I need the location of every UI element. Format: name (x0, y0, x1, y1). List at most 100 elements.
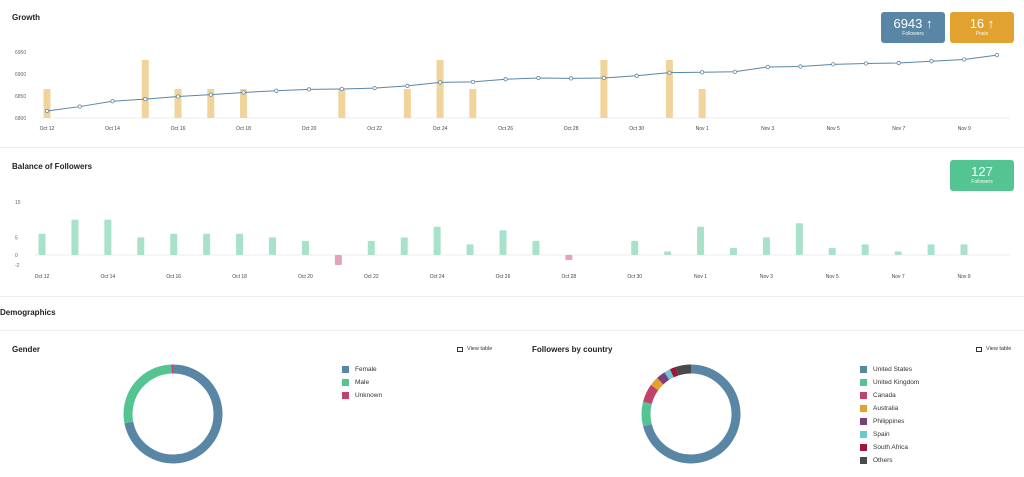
followers-point (929, 59, 934, 64)
posts-bar (174, 89, 182, 118)
balance-bar-negative (565, 255, 573, 260)
donut-slice (643, 384, 659, 405)
followers-point (667, 70, 672, 75)
balance-bar (203, 233, 211, 255)
donut-slice (123, 364, 172, 424)
y-tick-label: 6950 (15, 50, 26, 56)
followers-point (306, 87, 312, 92)
legend-label: Canada (873, 392, 896, 399)
gender-view-table-button[interactable]: View table (457, 346, 492, 352)
country-title: Followers by country (532, 345, 613, 354)
growth-chart: 6800 6850 6900 6950 Oct 12 Oct 14 Oct 16 Oct 18… (15, 50, 1010, 132)
arrow-up-icon: ↑ (926, 16, 933, 31)
legend-label: Australia (873, 405, 899, 412)
x-tick-label: Oct 30 (627, 274, 642, 280)
legend-swatch (860, 392, 867, 399)
balance-bar (927, 244, 935, 255)
legend-item[interactable]: South Africa (860, 441, 919, 454)
balance-bar (631, 240, 639, 255)
x-tick-label: Oct 16 (166, 274, 181, 280)
balance-title: Balance of Followers (12, 162, 93, 171)
followers-label: Followers (902, 31, 924, 37)
balance-bar (828, 247, 836, 255)
gender-title: Gender (12, 345, 41, 354)
balance-bar (38, 233, 46, 255)
donut-slice (657, 372, 670, 385)
legend-item[interactable]: United Kingdom (860, 376, 919, 389)
x-tick-label: Nov 9 (957, 274, 970, 280)
followers-point (339, 86, 344, 92)
x-tick-label: Oct 12 (40, 126, 55, 132)
balance-bar (236, 233, 244, 255)
legend-item[interactable]: Unknown (342, 389, 382, 402)
country-legend: United States United Kingdom Canada Austral… (860, 363, 919, 467)
followers-point (470, 79, 475, 85)
legend-item[interactable]: Male (342, 376, 382, 389)
balance-followers-value: 127 (971, 164, 993, 179)
legend-item[interactable]: Female (342, 363, 382, 376)
y-tick-label: 15 (15, 200, 21, 206)
balance-bar (861, 244, 869, 255)
followers-badge: 6943 ↑ Followers (881, 12, 945, 43)
growth-title: Growth (12, 13, 40, 22)
x-tick-label: Oct 22 (364, 274, 379, 280)
legend-item[interactable]: Australia (860, 402, 919, 415)
y-tick-label: 6900 (15, 72, 26, 78)
legend-swatch (860, 379, 867, 386)
followers-point (634, 73, 639, 78)
legend-label: Male (355, 379, 370, 386)
legend-label: United States (873, 366, 913, 373)
legend-item[interactable]: United States (860, 363, 919, 376)
balance-bar-negative (334, 255, 342, 265)
balance-bar (137, 237, 145, 255)
y-tick-label: 6850 (15, 94, 26, 100)
posts-value: 16 ↑ (969, 16, 995, 31)
x-tick-label: Nov 1 (696, 126, 709, 132)
posts-bar (469, 89, 477, 118)
followers-point (241, 90, 246, 95)
balance-bar (730, 247, 737, 255)
donut-slice (643, 364, 741, 464)
country-view-table-button[interactable]: View table (976, 346, 1011, 352)
country-donut-chart (641, 364, 741, 464)
legend-swatch (860, 444, 867, 451)
followers-line (46, 54, 998, 112)
x-tick-label: Nov 9 (958, 126, 971, 132)
x-tick-label: Oct 24 (433, 126, 448, 132)
legend-item[interactable]: Spain (860, 428, 919, 441)
legend-label: Unknown (355, 392, 383, 399)
legend-item[interactable]: Canada (860, 389, 919, 402)
legend-item[interactable]: Others (860, 454, 919, 467)
x-tick-label: Oct 14 (100, 274, 115, 280)
balance-bar (894, 251, 902, 255)
balance-bar (762, 237, 770, 255)
posts-bar (665, 60, 673, 118)
balance-bar (433, 226, 441, 255)
x-tick-label: Oct 20 (298, 274, 313, 280)
balance-bar (301, 240, 309, 255)
donut-slice (669, 366, 679, 378)
legend-swatch (342, 379, 349, 386)
x-tick-label: Oct 18 (232, 274, 247, 280)
balance-followers-badge: 127 Followers (950, 160, 1014, 191)
posts-label: Posts (975, 31, 989, 37)
balance-bar (960, 244, 968, 255)
followers-point (405, 83, 410, 88)
x-tick-label: Oct 28 (564, 126, 579, 132)
x-tick-label: Nov 7 (892, 126, 905, 132)
arrow-up-icon: ↑ (987, 16, 995, 31)
legend-item[interactable]: Philippines (860, 415, 919, 428)
demographics-title: Demographics (0, 308, 56, 317)
x-tick-label: Nov 7 (892, 274, 905, 280)
balance-bar (104, 219, 112, 255)
view-table-label: View table (986, 346, 1012, 352)
x-tick-label: Oct 18 (236, 126, 251, 132)
view-table-label: View table (467, 346, 493, 352)
legend-swatch (860, 366, 867, 373)
balance-chart: 15 5 0 -2 Oct 12 Oct 14 Oct 16 Oct 18 Oct 20 Oct … (15, 200, 1010, 280)
x-tick-label: Nov 1 (694, 274, 707, 280)
legend-label: Female (355, 366, 377, 373)
followers-point (44, 108, 50, 114)
balance-bar (532, 240, 540, 255)
gender-donut-chart (123, 364, 223, 464)
